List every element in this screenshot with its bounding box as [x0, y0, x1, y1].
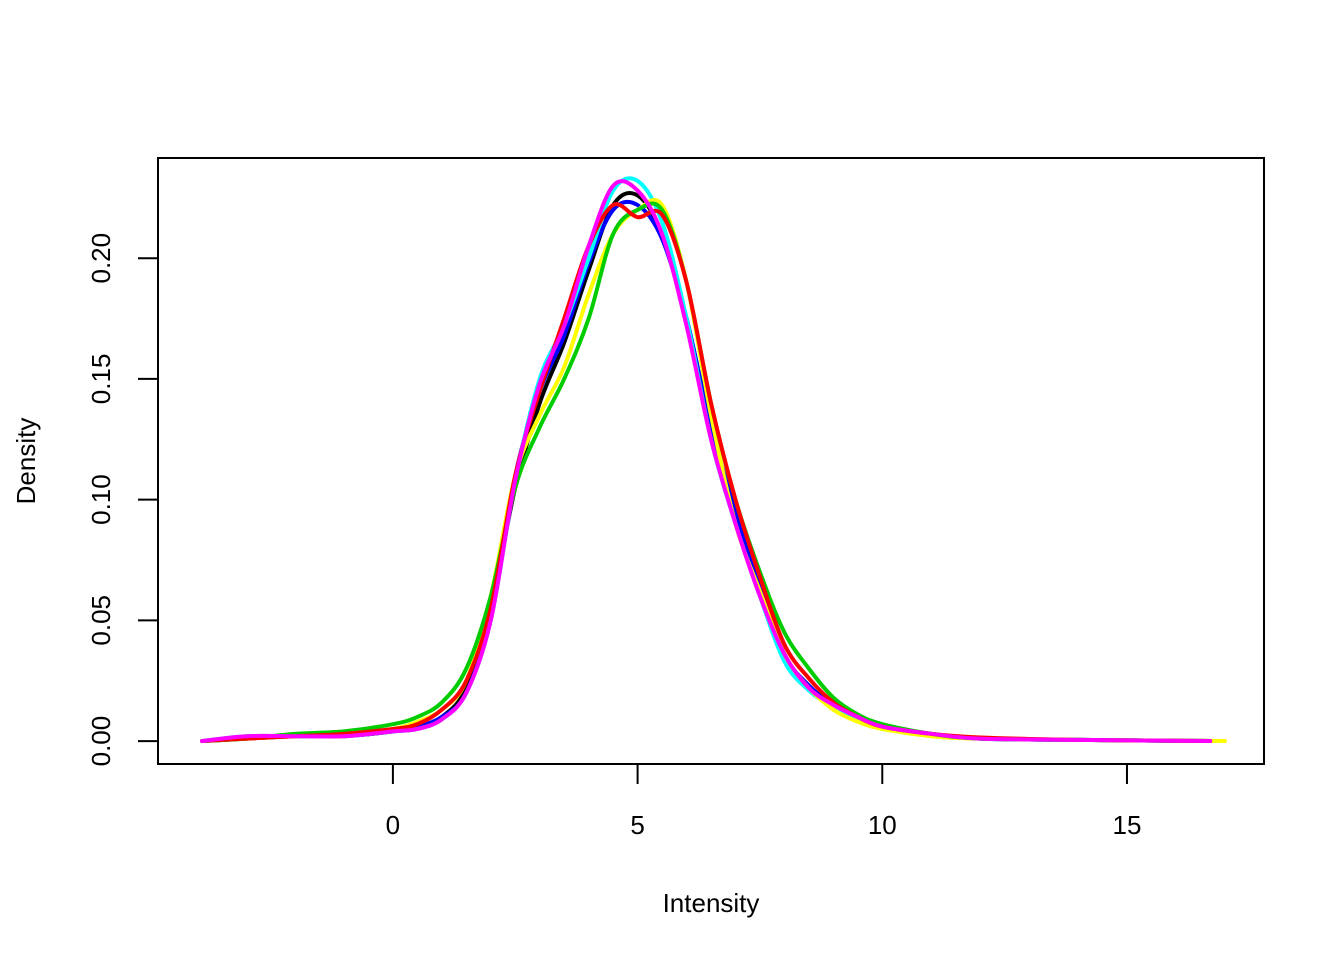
density-curves — [200, 176, 1227, 744]
density-curve-7 — [200, 179, 1213, 744]
y-axis-label: Density — [11, 418, 41, 505]
x-axis-label: Intensity — [663, 888, 760, 918]
x-axis: 0 5 10 15 — [386, 763, 1142, 840]
density-curve-1 — [200, 191, 1213, 744]
y-axis: 0.00 0.05 0.10 0.15 0.20 — [86, 233, 159, 767]
density-curve-3 — [200, 176, 1213, 744]
density-curve-5 — [200, 201, 1213, 744]
y-tick-label: 0.20 — [86, 233, 116, 284]
y-tick-label: 0.00 — [86, 716, 116, 767]
x-tick-label: 10 — [868, 810, 897, 840]
x-tick-label: 15 — [1113, 810, 1142, 840]
x-tick-label: 0 — [386, 810, 400, 840]
y-tick-label: 0.10 — [86, 474, 116, 525]
x-tick-label: 5 — [630, 810, 644, 840]
plot-frame — [157, 157, 1265, 765]
density-curve-2 — [200, 199, 1213, 744]
density-curve-6 — [200, 202, 1213, 744]
y-tick-label: 0.15 — [86, 354, 116, 405]
y-tick-label: 0.05 — [86, 595, 116, 646]
density-curve-4 — [200, 198, 1227, 744]
